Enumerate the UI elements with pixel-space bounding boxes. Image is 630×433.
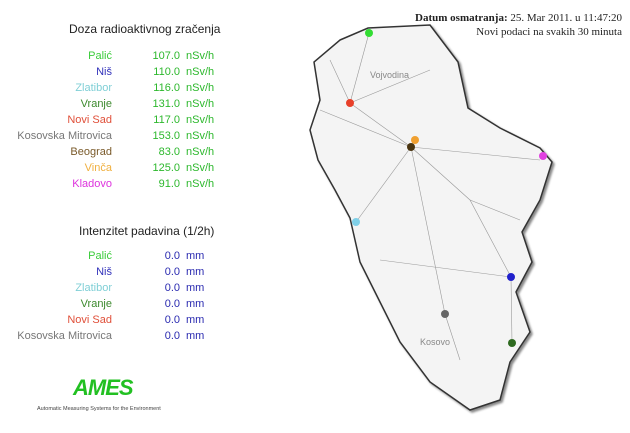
station-value: 0.0 (164, 250, 180, 262)
ames-logo: AMES (73, 375, 134, 400)
map-outline (309, 24, 553, 411)
station-name: Novi Sad (67, 114, 112, 126)
unit: nSv/h (186, 146, 215, 158)
station-marker[interactable] (507, 273, 515, 281)
station-value: 83.0 (158, 146, 180, 158)
station-value: 117.0 (153, 114, 180, 126)
station-row: Vinča 125.0 nSv/h (0, 162, 214, 178)
kosovo-label: Kosovo (420, 337, 450, 347)
station-name: Vranje (80, 298, 112, 310)
station-name: Vranje (80, 98, 112, 110)
station-row: Novi Sad 117.0 nSv/h (0, 114, 214, 130)
station-row: Novi Sad 0.0 mm (0, 314, 204, 330)
station-marker[interactable] (441, 310, 449, 318)
region-label: Vojvodina (370, 70, 409, 80)
station-marker[interactable] (411, 136, 419, 144)
station-row: Palić 107.0 nSv/h (0, 50, 214, 66)
unit: mm (186, 298, 205, 310)
station-marker[interactable] (352, 218, 360, 226)
unit: nSv/h (186, 114, 215, 126)
station-value: 116.0 (153, 82, 180, 94)
station-name: Palić (88, 50, 112, 62)
unit: nSv/h (186, 50, 215, 62)
station-marker[interactable] (346, 99, 354, 107)
station-name: Kosovska Mitrovica (17, 330, 112, 342)
rain-table: Palić 0.0 mm Niš 0.0 mm Zlatibor 0.0 mm Vranje 0.0… (0, 250, 204, 346)
unit: mm (186, 314, 205, 326)
station-row: Vranje 0.0 mm (0, 298, 205, 314)
station-name: Kladovo (72, 178, 112, 190)
station-name: Novi Sad (67, 314, 112, 326)
station-name: Zlatibor (75, 282, 112, 294)
station-row: Kosovska Mitrovica 0.0 mm (0, 330, 204, 346)
station-row: Niš 110.0 nSv/h (0, 66, 214, 82)
station-value: 131.0 (152, 98, 180, 110)
station-row: Vranje 131.0 nSv/h (0, 98, 215, 114)
unit: nSv/h (186, 66, 215, 78)
observation-info: Datum osmatranja: 25. Mar 2011. u 11:47:… (415, 11, 622, 39)
station-name: Niš (96, 66, 112, 78)
unit: mm (186, 282, 205, 294)
station-value: 153.0 (152, 130, 180, 142)
station-row: Kladovo 91.0 nSv/h (0, 178, 214, 194)
station-row: Zlatibor 116.0 nSv/h (0, 82, 214, 98)
station-row: Palić 0.0 mm (0, 250, 204, 266)
unit: mm (186, 266, 205, 278)
refresh-note: Novi podaci na svakih 30 minuta (476, 26, 622, 38)
station-row: Beograd 83.0 nSv/h (0, 146, 214, 162)
station-name: Kosovska Mitrovica (17, 130, 112, 142)
station-marker[interactable] (539, 152, 547, 160)
station-value: 107.0 (152, 50, 180, 62)
station-row: Zlatibor 0.0 mm (0, 282, 204, 298)
station-row: Kosovska Mitrovica 153.0 nSv/h (0, 130, 214, 146)
station-value: 91.0 (158, 178, 180, 190)
unit: nSv/h (186, 130, 215, 142)
date-value: 25. Mar 2011. u 11:47:20 (510, 12, 622, 24)
unit: mm (186, 250, 205, 262)
station-row: Niš 0.0 mm (0, 266, 204, 282)
unit: nSv/h (186, 82, 215, 94)
logo-subtitle: Automatic Measuring Systems for the Envi… (37, 406, 161, 412)
rain-title: Intenzitet padavina (1/2h) (79, 224, 215, 238)
station-name: Zlatibor (75, 82, 112, 94)
unit: nSv/h (186, 178, 215, 190)
station-value: 0.0 (164, 282, 180, 294)
station-value: 110.0 (153, 66, 180, 78)
unit: nSv/h (186, 162, 215, 174)
station-value: 0.0 (164, 298, 180, 310)
station-marker[interactable] (407, 143, 415, 151)
station-name: Niš (96, 266, 112, 278)
serbia-map: Vojvodina Kosovo (309, 24, 553, 411)
unit: nSv/h (186, 98, 215, 110)
station-name: Beograd (70, 146, 112, 158)
date-label: Datum osmatranja: (415, 12, 508, 24)
radiation-title: Doza radioaktivnog zračenja (69, 22, 221, 36)
station-name: Palić (88, 250, 112, 262)
station-value: 0.0 (164, 330, 180, 342)
unit: mm (186, 330, 205, 342)
station-value: 0.0 (164, 314, 180, 326)
radiation-table: Palić 107.0 nSv/h Niš 110.0 nSv/h Zlatibor 116.… (0, 50, 214, 194)
station-name: Vinča (84, 162, 112, 174)
station-marker[interactable] (508, 339, 516, 347)
station-value: 125.0 (152, 162, 180, 174)
station-marker[interactable] (365, 29, 373, 37)
station-value: 0.0 (164, 266, 180, 278)
